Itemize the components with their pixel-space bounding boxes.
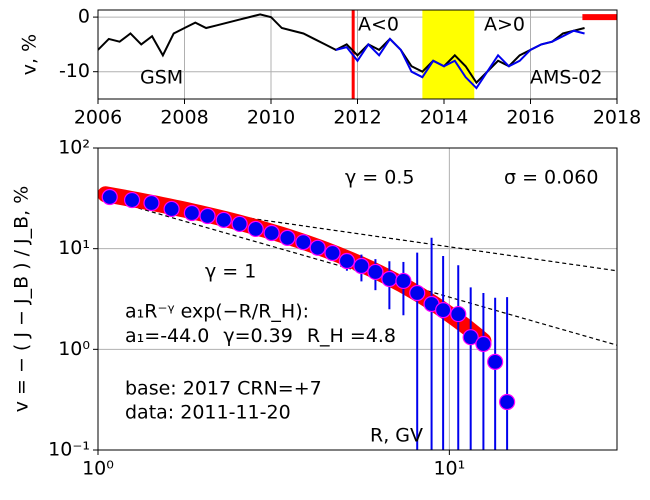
x-tick-label: 2016 bbox=[506, 107, 554, 129]
data-point bbox=[475, 335, 492, 353]
y-axis-label: v, % bbox=[19, 34, 41, 75]
data-point bbox=[367, 263, 384, 281]
data-point bbox=[143, 194, 160, 212]
y-tick-label: 10⁰ bbox=[58, 338, 90, 360]
annotation: data: 2011-11-20 bbox=[125, 402, 291, 424]
legend-label: GSM bbox=[140, 67, 183, 89]
data-point bbox=[231, 215, 248, 233]
data-point bbox=[499, 393, 516, 411]
axes-frame bbox=[97, 147, 618, 451]
fit-param-name: R_H = bbox=[307, 325, 366, 347]
y-tick-label: 10⁻¹ bbox=[48, 439, 90, 461]
data-point bbox=[215, 211, 232, 229]
x-tick-label: 2012 bbox=[333, 107, 381, 129]
annotation: σ = 0.060 bbox=[504, 167, 598, 189]
data-point bbox=[295, 234, 312, 251]
reference-label: γ = 0.5 bbox=[345, 167, 414, 189]
reference-label: γ = 1 bbox=[205, 261, 256, 283]
fit-param-value: 4.8 bbox=[366, 325, 396, 347]
data-point bbox=[462, 329, 479, 346]
data-point bbox=[487, 353, 504, 371]
data-point bbox=[324, 244, 341, 262]
plot-area bbox=[98, 148, 617, 450]
data-point bbox=[353, 257, 370, 275]
annotation: base: 2017 CRN=+7 bbox=[125, 378, 322, 400]
data-point bbox=[435, 302, 452, 319]
annotation: A<0 bbox=[358, 14, 399, 36]
plot-area bbox=[98, 10, 617, 99]
data-point bbox=[247, 220, 264, 238]
data-point bbox=[381, 270, 398, 288]
series-line bbox=[335, 29, 585, 90]
data-point bbox=[163, 200, 180, 218]
x-tick-label: 10¹ bbox=[433, 458, 465, 480]
fit-formula: a₁R⁻ᵞ exp(−R/R_H): bbox=[125, 301, 309, 323]
series-line bbox=[98, 13, 585, 85]
axes-frame bbox=[97, 9, 618, 100]
x-tick-label: 2010 bbox=[247, 107, 295, 129]
data-point bbox=[199, 207, 216, 225]
x-tick-label: 2006 bbox=[74, 107, 122, 129]
highlight-span bbox=[422, 10, 475, 99]
x-tick-label: 2018 bbox=[593, 107, 641, 129]
data-point bbox=[309, 239, 326, 256]
fit-param-value: 0.39 bbox=[251, 325, 293, 347]
data-point bbox=[395, 272, 412, 290]
fit-params: a₁=-44.0 γ=0.39 R_H =4.8 bbox=[125, 325, 396, 347]
data-point bbox=[183, 204, 200, 222]
data-point bbox=[409, 284, 426, 302]
x-axis-label: R, GV bbox=[370, 425, 423, 447]
fit-param-value: -44.0 bbox=[160, 325, 209, 347]
y-tick-label: 10¹ bbox=[58, 237, 90, 259]
data-point bbox=[279, 229, 296, 246]
data-point bbox=[101, 188, 118, 206]
y-axis-label: v = − ( J − J_B ) / J_B, % bbox=[11, 186, 33, 413]
y-tick-label: 0 bbox=[78, 6, 90, 28]
data-point bbox=[338, 252, 356, 270]
x-tick-label: 2008 bbox=[160, 107, 208, 129]
x-tick-label: 2014 bbox=[420, 107, 468, 129]
data-point bbox=[450, 305, 467, 323]
data-point bbox=[263, 224, 280, 242]
fit-param-name: γ= bbox=[223, 325, 250, 347]
annotation: A>0 bbox=[484, 14, 525, 36]
data-point bbox=[123, 191, 141, 209]
y-tick-label: -10 bbox=[59, 60, 90, 82]
legend-label: AMS-02 bbox=[530, 67, 602, 89]
x-tick-label: 10⁰ bbox=[82, 458, 114, 480]
y-tick-label: 10² bbox=[58, 137, 90, 159]
fit-param-name: a₁= bbox=[125, 325, 160, 347]
